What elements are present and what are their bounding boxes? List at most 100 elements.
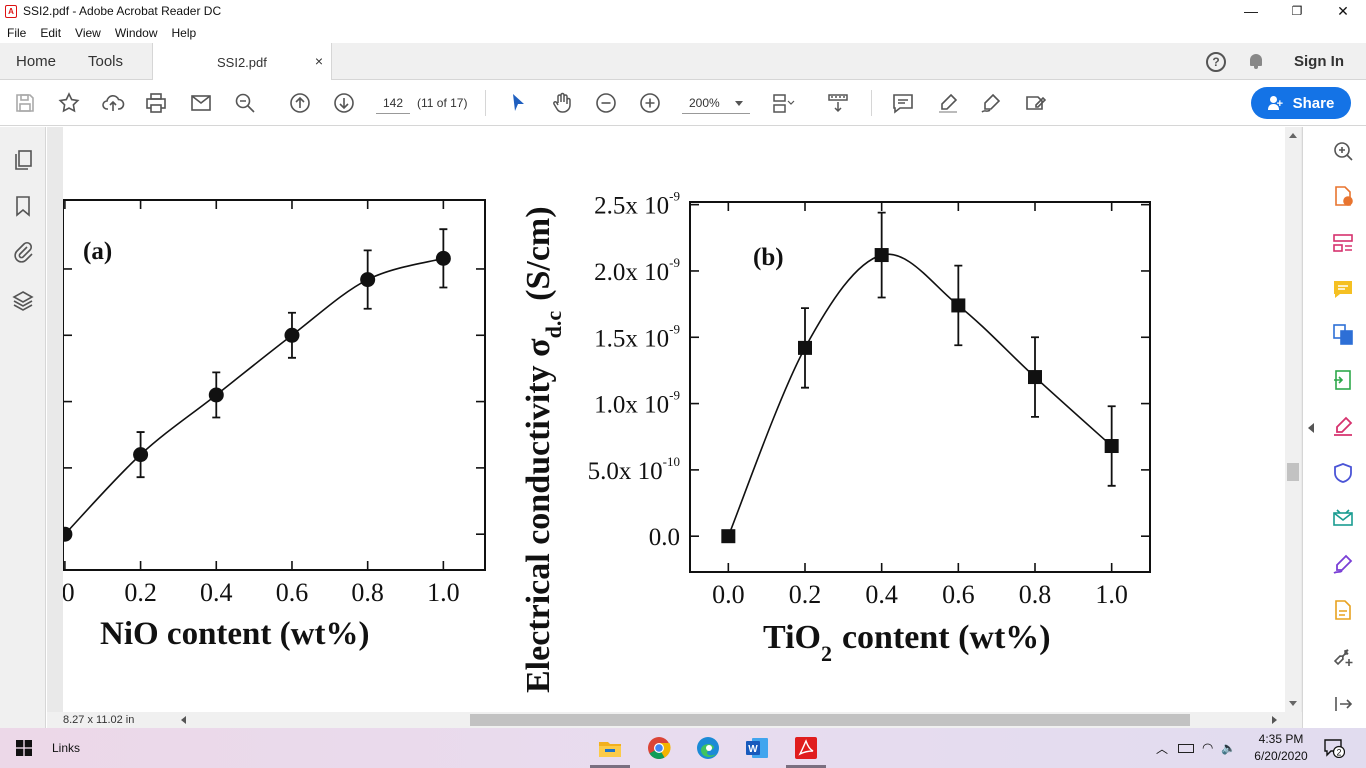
zoom-in-icon[interactable] [638, 91, 662, 115]
bookmarks-icon[interactable] [11, 194, 35, 218]
comment-tool-icon[interactable] [1331, 277, 1355, 301]
a-xtick-label: 1.0 [427, 578, 460, 607]
tab-home[interactable]: Home [16, 53, 57, 70]
links-toolbar-label[interactable]: Links [52, 741, 81, 755]
hand-tool-icon[interactable] [550, 91, 574, 115]
fill-and-sign-icon[interactable] [1331, 414, 1355, 438]
notification-center-icon[interactable]: 2 [1323, 738, 1345, 758]
more-tools-icon[interactable] [1331, 645, 1355, 669]
page-size-label: 8.27 x 11.02 in [63, 714, 135, 726]
menu-view[interactable]: View [75, 25, 101, 40]
scroll-left-arrow[interactable] [181, 716, 186, 724]
menu-file[interactable]: File [7, 25, 27, 40]
chart-b-ylabel-main: Electrical conductivity σ [520, 338, 557, 693]
edge-icon[interactable] [695, 735, 721, 761]
chart-b-ylabel: Electrical conductivity σd.c (S/cm) [520, 206, 566, 693]
scroll-right-arrow[interactable] [1272, 716, 1277, 724]
b-data-point [798, 340, 812, 355]
export-pdf-icon[interactable] [1331, 184, 1355, 208]
tray-chevron-up-icon[interactable]: ︿ [1156, 741, 1169, 756]
bell-icon[interactable] [1248, 53, 1264, 70]
tab-document[interactable]: SSI2.pdf × [152, 43, 332, 81]
a-xtick-label: 0.2 [124, 578, 156, 607]
fill-sign-icon[interactable] [1023, 91, 1047, 115]
battery-icon[interactable] [1178, 743, 1195, 753]
volume-icon[interactable]: 🔈 [1221, 741, 1237, 755]
minimize-button[interactable]: — [1244, 3, 1258, 19]
email-icon[interactable] [189, 91, 213, 115]
tab-bar: Home Tools SSI2.pdf × ? Sign In [0, 43, 1366, 81]
taskbar-clock[interactable]: 4:35 PM 6/20/2020 [1248, 731, 1314, 765]
upload-cloud-icon[interactable] [101, 91, 125, 115]
pdf-page: (a) .00.20.40.60.81.0 NiO content (wt%) … [63, 127, 1285, 712]
zoom-select[interactable]: 200% [682, 92, 750, 114]
page-thumbnails-icon[interactable] [11, 148, 35, 172]
word-icon[interactable]: W [744, 735, 770, 761]
chart-b-xlabel-main: TiO [763, 619, 821, 656]
comment-icon[interactable] [891, 91, 915, 115]
next-page-icon[interactable] [332, 91, 356, 115]
attachments-icon[interactable] [11, 240, 35, 264]
chart-b-frame [689, 201, 1151, 573]
maximize-button[interactable]: ❐ [1291, 4, 1303, 18]
b-xtick-label: 0.6 [942, 580, 975, 609]
draw-signature-icon[interactable] [979, 91, 1003, 115]
send-for-review-icon[interactable] [1331, 507, 1355, 531]
share-button[interactable]: Share [1251, 87, 1351, 119]
acrobat-app-icon: A [5, 4, 17, 18]
search-icon[interactable] [233, 91, 257, 115]
scroll-up-arrow[interactable] [1289, 133, 1297, 138]
vertical-scrollbar[interactable] [1285, 127, 1301, 712]
layers-icon[interactable] [11, 289, 35, 313]
scroll-down-arrow[interactable] [1289, 701, 1297, 706]
scroll-mode-icon[interactable] [826, 91, 850, 115]
close-tab-icon[interactable]: × [314, 53, 323, 69]
windows-start-icon[interactable] [16, 740, 32, 756]
acrobat-taskbar-icon[interactable] [793, 735, 819, 761]
file-explorer-icon[interactable] [597, 735, 623, 761]
close-window-button[interactable]: ✕ [1337, 2, 1349, 19]
zoom-out-icon[interactable] [594, 91, 618, 115]
tab-tools[interactable]: Tools [88, 53, 124, 70]
menu-window[interactable]: Window [114, 25, 158, 40]
create-pdf-icon[interactable] [1331, 598, 1355, 622]
system-tray: ︿ ◠ 🔈 [1156, 728, 1236, 768]
print-icon[interactable] [144, 91, 168, 115]
edit-pdf-icon[interactable] [1331, 368, 1355, 392]
zoom-search-icon[interactable] [1331, 139, 1355, 163]
select-cursor-icon[interactable] [506, 91, 530, 115]
a-data-point [63, 526, 73, 542]
chrome-icon[interactable] [646, 735, 672, 761]
menu-help[interactable]: Help [171, 25, 197, 40]
a-data-point [284, 327, 300, 343]
horizontal-scroll-thumb[interactable] [470, 714, 1190, 726]
combine-files-icon[interactable] [1331, 322, 1355, 346]
a-xtick-label: .0 [63, 578, 75, 607]
organize-pages-icon[interactable] [1331, 231, 1355, 255]
sign-in-button[interactable]: Sign In [1294, 53, 1344, 70]
previous-page-icon[interactable] [288, 91, 312, 115]
page-fit-icon[interactable] [771, 91, 795, 115]
bookmark-star-icon[interactable] [57, 91, 81, 115]
b-data-point [721, 529, 736, 544]
chart-b-xlabel-sub: 2 [821, 641, 832, 666]
b-xtick-label: 0.8 [1019, 580, 1052, 609]
document-view[interactable]: (a) .00.20.40.60.81.0 NiO content (wt%) … [47, 127, 1302, 712]
menu-edit[interactable]: Edit [40, 25, 62, 40]
save-icon[interactable] [13, 91, 37, 115]
vertical-scroll-thumb[interactable] [1287, 463, 1299, 481]
protect-shield-icon[interactable] [1331, 461, 1355, 485]
request-signature-icon[interactable] [1331, 552, 1355, 576]
wifi-icon[interactable]: ◠ [1202, 740, 1214, 755]
chart-a: (a) .0 0.2 0.4 0.6 0.8 1.0 NiO content (wt%) [63, 199, 486, 652]
a-data-point [208, 387, 224, 403]
page-number-input[interactable]: 142 [376, 92, 410, 114]
add-person-icon [1267, 96, 1284, 110]
b-ytick-label: 2.0x 10-9 [594, 255, 680, 286]
chart-a-frame [63, 199, 486, 571]
b-xtick-label: 0.0 [712, 580, 745, 609]
help-icon[interactable]: ? [1206, 51, 1226, 72]
highlight-pen-icon[interactable] [936, 91, 960, 115]
collapse-tools-icon[interactable] [1331, 692, 1355, 716]
right-panel-collapse-arrow[interactable] [1308, 423, 1314, 433]
